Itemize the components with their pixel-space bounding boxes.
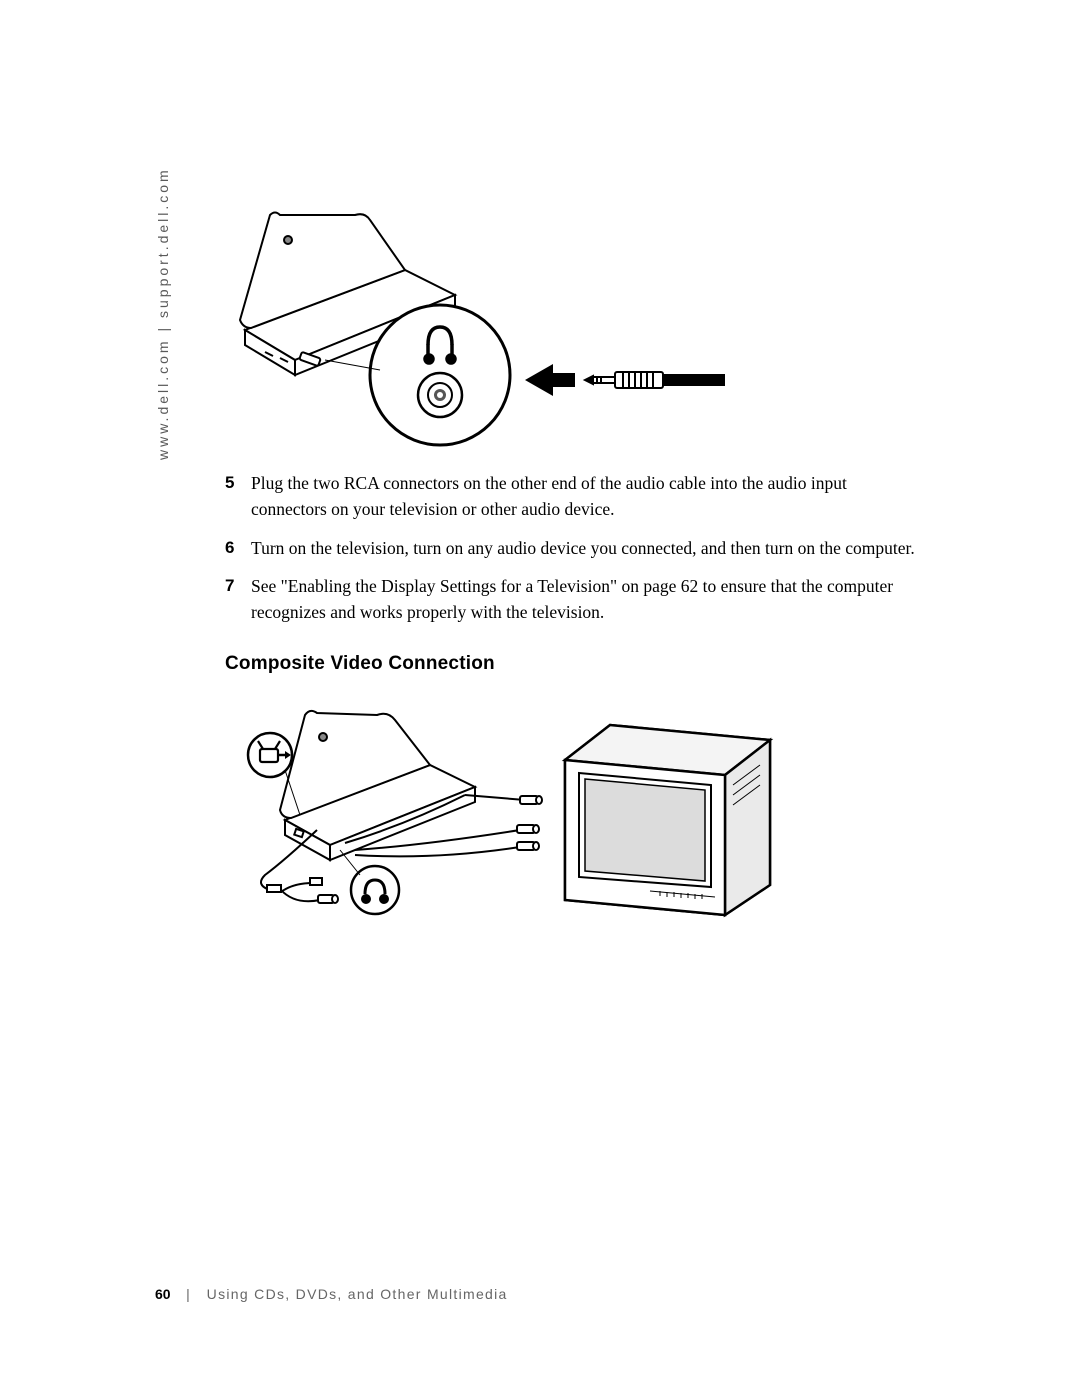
section-heading: Composite Video Connection bbox=[225, 653, 925, 675]
headphone-jack-diagram bbox=[225, 200, 725, 450]
composite-connection-diagram bbox=[225, 695, 785, 925]
step-text: Turn on the television, turn on any audi… bbox=[251, 535, 915, 561]
step-number: 6 bbox=[225, 535, 251, 561]
step-number: 5 bbox=[225, 470, 251, 523]
chapter-title: Using CDs, DVDs, and Other Multimedia bbox=[207, 1286, 508, 1302]
page-number: 60 bbox=[155, 1286, 171, 1302]
step-item: 7 See "Enabling the Display Settings for… bbox=[225, 573, 925, 626]
step-text: See "Enabling the Display Settings for a… bbox=[251, 573, 925, 626]
step-item: 5 Plug the two RCA connectors on the oth… bbox=[225, 470, 925, 523]
page-content: 5 Plug the two RCA connectors on the oth… bbox=[225, 200, 925, 925]
step-item: 6 Turn on the television, turn on any au… bbox=[225, 535, 925, 561]
steps-list: 5 Plug the two RCA connectors on the oth… bbox=[225, 470, 925, 625]
footer-separator: | bbox=[186, 1286, 191, 1302]
step-text: Plug the two RCA connectors on the other… bbox=[251, 470, 925, 523]
page-footer: 60 | Using CDs, DVDs, and Other Multimed… bbox=[155, 1286, 508, 1302]
step-number: 7 bbox=[225, 573, 251, 626]
sidebar-url: www.dell.com | support.dell.com bbox=[155, 167, 171, 460]
